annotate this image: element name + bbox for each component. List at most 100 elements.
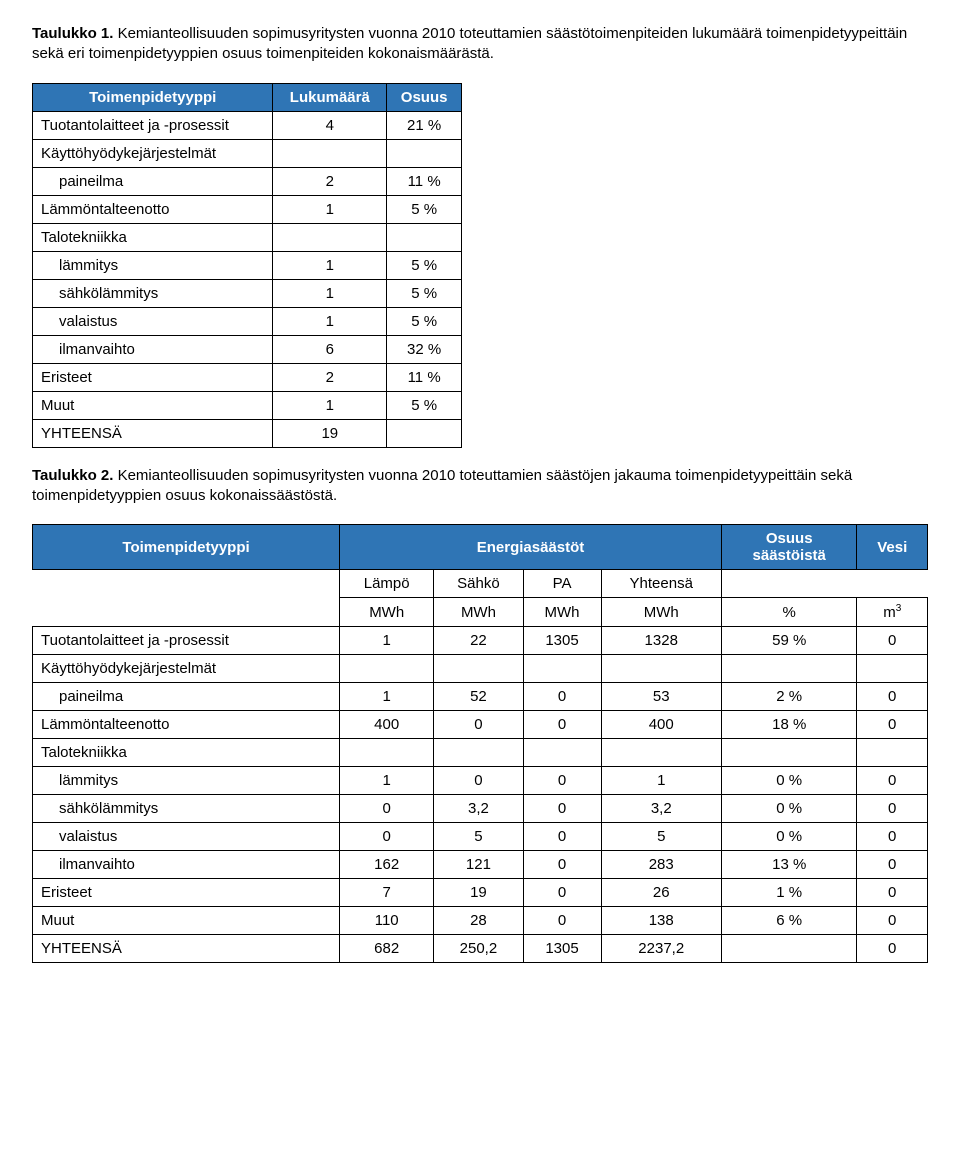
t2-unit-4: MWh: [601, 598, 721, 627]
t2-val: 138: [601, 907, 721, 935]
t1-label: Lämmöntalteenotto: [33, 195, 273, 223]
t1-count: 6: [273, 335, 387, 363]
t2-val: 13 %: [721, 851, 856, 879]
t2-label: paineilma: [33, 683, 340, 711]
t2-label: lämmitys: [33, 767, 340, 795]
t2-label: YHTEENSÄ: [33, 935, 340, 963]
t2-val: 0 %: [721, 767, 856, 795]
t2-sub-empty1: [33, 570, 340, 598]
table-row: Eristeet211 %: [33, 363, 462, 391]
t1-count: 1: [273, 195, 387, 223]
t2-sub-empty3: [857, 570, 928, 598]
t2-val: 1305: [523, 935, 601, 963]
t2-val: 7: [340, 879, 434, 907]
table-row: Muut15 %: [33, 391, 462, 419]
table1-caption-bold: Taulukko 1.: [32, 25, 113, 42]
t2-h-energy: Energiasäästöt: [340, 525, 722, 570]
t2-val: 162: [340, 851, 434, 879]
table2-caption-bold: Taulukko 2.: [32, 467, 113, 484]
t1-pct: [387, 139, 462, 167]
table-row: sähkölämmitys03,203,20 %0: [33, 795, 928, 823]
t2-val: [523, 739, 601, 767]
t1-pct: 21 %: [387, 111, 462, 139]
t1-count: 1: [273, 279, 387, 307]
t1-label: sähkölämmitys: [33, 279, 273, 307]
t2-val: 3,2: [434, 795, 523, 823]
t2-val: 5: [434, 823, 523, 851]
table-row: YHTEENSÄ682250,213052237,20: [33, 935, 928, 963]
t2-sub-sahko: Sähkö: [434, 570, 523, 598]
t2-val: 0: [857, 851, 928, 879]
t1-pct: 11 %: [387, 363, 462, 391]
table-row: Lämmöntalteenotto4000040018 %0: [33, 711, 928, 739]
table-row: valaistus05050 %0: [33, 823, 928, 851]
t2-val: 5: [601, 823, 721, 851]
t2-val: 0: [857, 823, 928, 851]
t2-val: 0: [523, 795, 601, 823]
t2-val: 3,2: [601, 795, 721, 823]
table2-data-body: Tuotantolaitteet ja -prosessit1221305132…: [33, 627, 928, 963]
t2-val: 0: [523, 683, 601, 711]
table1-body: Tuotantolaitteet ja -prosessit421 %Käytt…: [33, 111, 462, 447]
table1-h3: Osuus: [387, 83, 462, 111]
table-row: ilmanvaihto162121028313 %0: [33, 851, 928, 879]
t2-val: 1328: [601, 627, 721, 655]
t1-count: 2: [273, 363, 387, 391]
t2-val: 26: [601, 879, 721, 907]
t2-val: 0 %: [721, 795, 856, 823]
t2-val: [857, 655, 928, 683]
t2-val: 0: [857, 935, 928, 963]
t1-label: Käyttöhyödykejärjestelmät: [33, 139, 273, 167]
table-row: Eristeet7190261 %0: [33, 879, 928, 907]
t2-val: [721, 739, 856, 767]
t2-label: Eristeet: [33, 879, 340, 907]
t1-pct: [387, 223, 462, 251]
t2-val: 0: [857, 907, 928, 935]
t2-val: [857, 739, 928, 767]
t2-val: [523, 655, 601, 683]
t2-val: 110: [340, 907, 434, 935]
table-row: Tuotantolaitteet ja -prosessit1221305132…: [33, 627, 928, 655]
t2-unit-2: MWh: [434, 598, 523, 627]
t2-val: 0: [523, 767, 601, 795]
t2-label: Talotekniikka: [33, 739, 340, 767]
t1-label: Tuotantolaitteet ja -prosessit: [33, 111, 273, 139]
t2-val: 53: [601, 683, 721, 711]
t1-pct: 5 %: [387, 195, 462, 223]
t2-label: Tuotantolaitteet ja -prosessit: [33, 627, 340, 655]
t2-val: 0: [857, 711, 928, 739]
table-row: Talotekniikka: [33, 739, 928, 767]
t1-pct: 32 %: [387, 335, 462, 363]
t2-unit-6-m: m: [883, 604, 896, 621]
t2-val: 6 %: [721, 907, 856, 935]
t2-val: [721, 935, 856, 963]
t1-label: paineilma: [33, 167, 273, 195]
t2-val: 1: [601, 767, 721, 795]
t2-val: 0: [340, 823, 434, 851]
table-row: paineilma1520532 %0: [33, 683, 928, 711]
t2-val: 400: [601, 711, 721, 739]
t2-h-osuus-b: säästöistä: [753, 547, 826, 564]
t2-val: 0: [434, 767, 523, 795]
t2-label: valaistus: [33, 823, 340, 851]
t2-val: 0: [857, 795, 928, 823]
t1-label: ilmanvaihto: [33, 335, 273, 363]
t2-label: ilmanvaihto: [33, 851, 340, 879]
table2-head: Toimenpidetyyppi Energiasäästöt Osuus sä…: [33, 525, 928, 570]
t2-val: 0 %: [721, 823, 856, 851]
t1-pct: 5 %: [387, 279, 462, 307]
t2-val: 2237,2: [601, 935, 721, 963]
table2-body: Lämpö Sähkö PA Yhteensä MWh MWh MWh MWh …: [33, 570, 928, 627]
table1-caption-text: Kemianteollisuuden sopimusyritysten vuon…: [32, 25, 907, 62]
t2-val: 121: [434, 851, 523, 879]
t1-count: 2: [273, 167, 387, 195]
t1-label: Talotekniikka: [33, 223, 273, 251]
table-row: valaistus15 %: [33, 307, 462, 335]
t2-unit-1: MWh: [340, 598, 434, 627]
t1-label: Muut: [33, 391, 273, 419]
table1: Toimenpidetyyppi Lukumäärä Osuus Tuotant…: [32, 83, 462, 448]
t1-pct: [387, 419, 462, 447]
t2-sub-empty2: [721, 570, 856, 598]
t2-val: [340, 655, 434, 683]
t2-sub-lampo: Lämpö: [340, 570, 434, 598]
